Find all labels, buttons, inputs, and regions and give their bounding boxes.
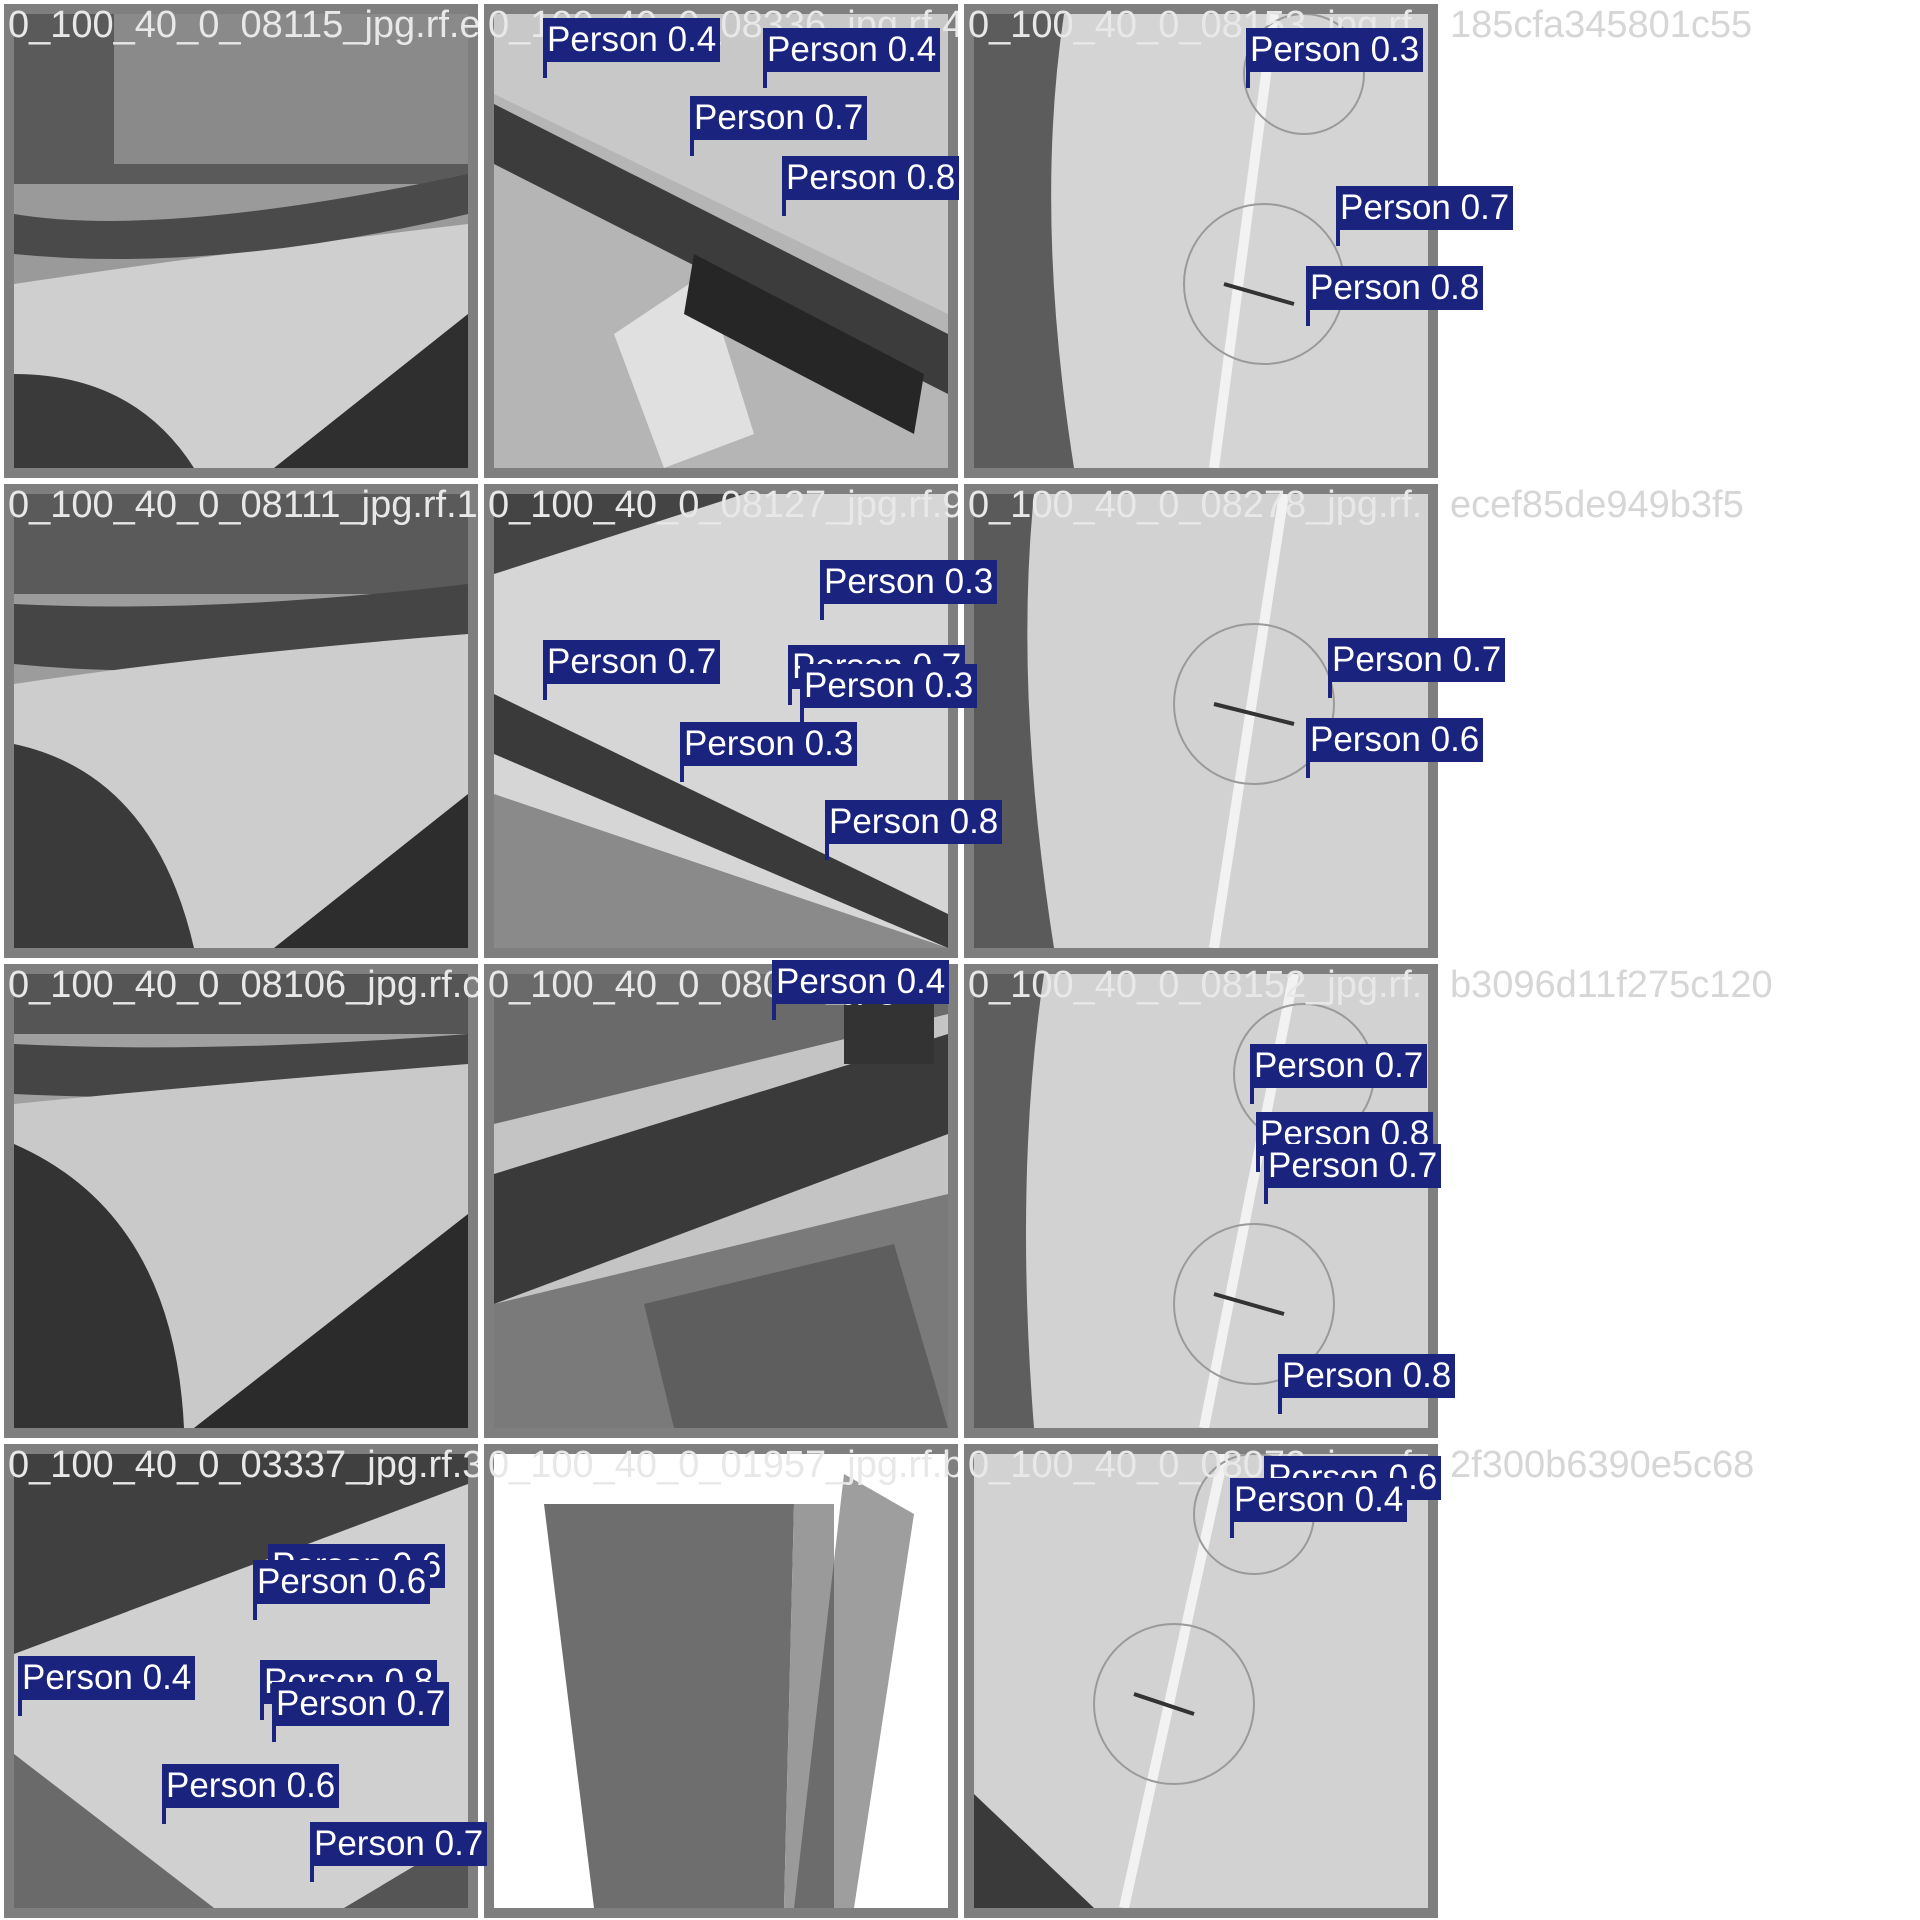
tile-filename: 0_100_40_0_08278_jpg.rf. <box>968 484 1423 526</box>
detection-label: Person 0.7 <box>690 96 868 140</box>
aerial-photo <box>494 974 948 1428</box>
detection-box <box>680 766 684 782</box>
detection-box <box>782 200 786 216</box>
image-tile: 0_100_40_0_01957_jpg.rf.bd <box>484 1444 958 1918</box>
aerial-photo <box>14 974 468 1428</box>
filename-overflow: b3096d11f275c120 <box>1450 964 1773 1006</box>
detection-box <box>690 140 694 156</box>
detection-box <box>310 1866 314 1882</box>
tile-filename: 0_100_40_0_08127_jpg.rf.9 <box>488 484 958 526</box>
detection-box <box>18 1700 22 1716</box>
tile-filename: 0_100_40_0_08111_jpg.rf.1d8 <box>8 484 478 526</box>
detection-box <box>260 1704 264 1720</box>
detection-box <box>788 689 792 705</box>
detection-box <box>1264 1188 1268 1204</box>
tile-filename: 0_100_40_0_08152_jpg.rf. <box>968 964 1423 1006</box>
detection-label: Person 0.7 <box>543 640 721 684</box>
filename-overflow: ecef85de949b3f5 <box>1450 484 1744 526</box>
detection-box <box>543 684 547 700</box>
detection-box <box>1306 310 1310 326</box>
detection-box <box>1250 1088 1254 1104</box>
detection-box <box>1306 762 1310 778</box>
detection-label: Person 0.7 <box>272 1682 450 1726</box>
tile-filename: 0_100_40_0_01957_jpg.rf.bd <box>488 1444 958 1486</box>
detection-label: Person 0.4 <box>18 1656 196 1700</box>
detection-label: Person 0.6 <box>253 1560 431 1604</box>
detection-box <box>1256 1156 1260 1172</box>
detection-label: Person 0.7 <box>1264 1144 1442 1188</box>
detection-label: Person 0.8 <box>1278 1354 1456 1398</box>
detection-label: Person 0.8 <box>782 156 960 200</box>
aerial-photo <box>14 14 468 468</box>
detection-label: Person 0.7 <box>1328 638 1506 682</box>
filename-overflow: 185cfa345801c55 <box>1450 4 1753 46</box>
detection-label: Person 0.3 <box>680 722 858 766</box>
detection-box <box>1278 1398 1282 1414</box>
filename-overflow: 2f300b6390e5c68 <box>1450 1444 1755 1486</box>
detection-box <box>800 708 804 724</box>
detection-label: Person 0.3 <box>800 664 978 708</box>
aerial-photo <box>494 1454 948 1908</box>
detection-label: Person 0.8 <box>825 800 1003 844</box>
tile-filename: 0_100_40_0_03337_jpg.rf.35 <box>8 1444 478 1486</box>
detection-label: Person 0.7 <box>310 1822 488 1866</box>
aerial-photo <box>14 494 468 948</box>
image-tile: 0_100_40_0_08336_jpg.rf.4c87 <box>484 4 958 478</box>
aerial-photo <box>494 14 948 468</box>
detection-label: Person 0.4 <box>1230 1478 1408 1522</box>
detection-box <box>772 1004 776 1020</box>
detection-box <box>543 62 547 78</box>
detection-label: Person 0.4 <box>763 28 941 72</box>
detection-box <box>1246 72 1250 88</box>
detection-mosaic: 0_100_40_0_08115_jpg.rf.e0fd... 0_100_40… <box>4 4 1773 1918</box>
aerial-photo <box>974 1454 1428 1908</box>
detection-label: Person 0.8 <box>1306 266 1484 310</box>
tile-filename: 0_100_40_0_08106_jpg.rf.c <box>8 964 478 1006</box>
image-tile: 0_100_40_0_08082_jpg.rf. <box>484 964 958 1438</box>
image-tile: 0_100_40_0_08115_jpg.rf.e0fd... <box>4 4 478 478</box>
image-tile: 0_100_40_0_08106_jpg.rf.c <box>4 964 478 1438</box>
detection-box <box>272 1726 276 1742</box>
image-tile: 0_100_40_0_08111_jpg.rf.1d8 <box>4 484 478 958</box>
detection-label: Person 0.7 <box>1336 186 1514 230</box>
detection-label: Person 0.3 <box>820 560 998 604</box>
detection-box <box>1328 682 1332 698</box>
detection-label: Person 0.4 <box>543 18 721 62</box>
detection-label: Person 0.4 <box>772 960 950 1004</box>
detection-box <box>825 844 829 860</box>
image-tile: 0_100_40_0_08072_jpg.rf. <box>964 1444 1438 1918</box>
detection-box <box>820 604 824 620</box>
tile-filename: 0_100_40_0_08115_jpg.rf.e0fd... <box>8 4 478 46</box>
detection-label: Person 0.7 <box>1250 1044 1428 1088</box>
aerial-photo <box>974 14 1428 468</box>
image-tile: 0_100_40_0_08127_jpg.rf.9 <box>484 484 958 958</box>
detection-box <box>253 1604 257 1620</box>
detection-label: Person 0.6 <box>162 1764 340 1808</box>
detection-label: Person 0.3 <box>1246 28 1424 72</box>
detection-label: Person 0.6 <box>1306 718 1484 762</box>
detection-box <box>763 72 767 88</box>
detection-box <box>1336 230 1340 246</box>
detection-box <box>162 1808 166 1824</box>
image-tile: 0_100_40_0_08153_jpg.rf. <box>964 4 1438 478</box>
detection-box <box>1230 1522 1234 1538</box>
